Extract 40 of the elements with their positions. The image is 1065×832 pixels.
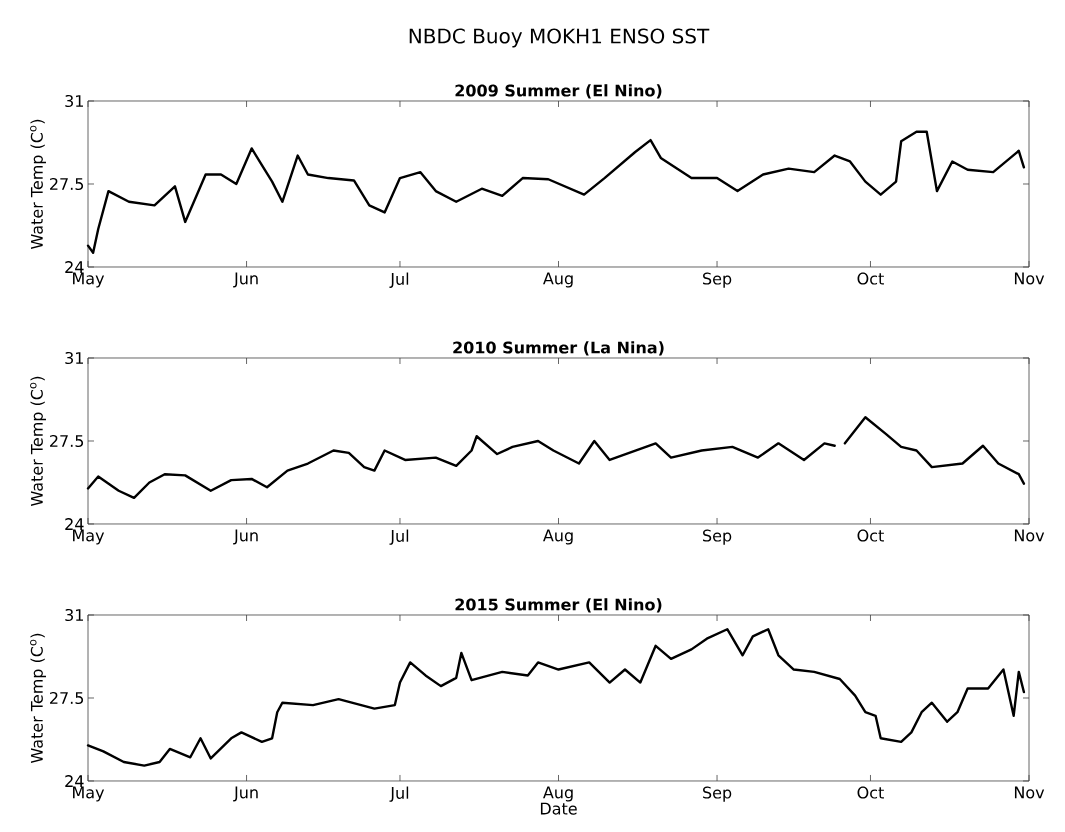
- x-tick-label: May: [73, 529, 105, 545]
- x-tick-label: Sep: [703, 529, 732, 545]
- chart-title: 2015 Summer (El Nino): [455, 598, 662, 613]
- y-tick-label: 24: [65, 775, 84, 787]
- y-axis-title: Water Temp (C$^{o}$): [30, 119, 46, 250]
- x-tick-label: Jun: [233, 272, 258, 288]
- x-tick-label: Aug: [543, 786, 573, 802]
- x-tick-label: Nov: [1014, 272, 1045, 285]
- y-axis-title: Water Temp (C$^{o}$): [30, 376, 46, 507]
- x-tick-label: Oct: [857, 529, 884, 542]
- x-tick-label: Jul: [389, 272, 409, 288]
- y-tick-label: 31: [65, 608, 83, 622]
- x-tick-label: Nov: [1014, 786, 1045, 799]
- x-tick-label: Oct: [857, 272, 884, 285]
- x-tick-label: Sep: [703, 272, 732, 288]
- y-tick-label: 31: [65, 351, 83, 365]
- x-tick-label: Jul: [389, 529, 409, 545]
- y-tick-label: 27.5: [50, 177, 84, 191]
- x-axis-title: Date: [540, 802, 577, 815]
- x-tick-label: Jul: [389, 786, 409, 802]
- x-tick-label: Aug: [543, 272, 573, 288]
- x-tick-label: Jun: [233, 529, 258, 545]
- x-tick-label: Aug: [543, 529, 573, 545]
- y-tick-label: 24: [65, 518, 84, 530]
- line-series: [86, 130, 1026, 254]
- chart-title: 2010 Summer (La Nina): [453, 341, 664, 356]
- chart-title: NBDC Buoy MOKH1 ENSO SST: [409, 28, 710, 48]
- x-tick-label: Oct: [857, 786, 884, 799]
- x-tick-label: May: [73, 272, 105, 288]
- y-axis-title: Water Temp (C$^{o}$): [30, 633, 46, 764]
- chart-subtitle: 2009 Summer (El Nino): [455, 84, 662, 99]
- y-tick-label: 24: [65, 261, 84, 273]
- y-tick-label: 31: [65, 94, 83, 108]
- y-tick-label: 27.5: [50, 691, 84, 705]
- y-tick-label: 27.5: [50, 434, 84, 448]
- x-tick-label: Nov: [1014, 529, 1045, 542]
- x-tick-label: May: [73, 786, 105, 802]
- x-tick-label: Sep: [703, 786, 732, 802]
- x-tick-label: Jun: [233, 786, 258, 802]
- line-series: [86, 628, 1026, 767]
